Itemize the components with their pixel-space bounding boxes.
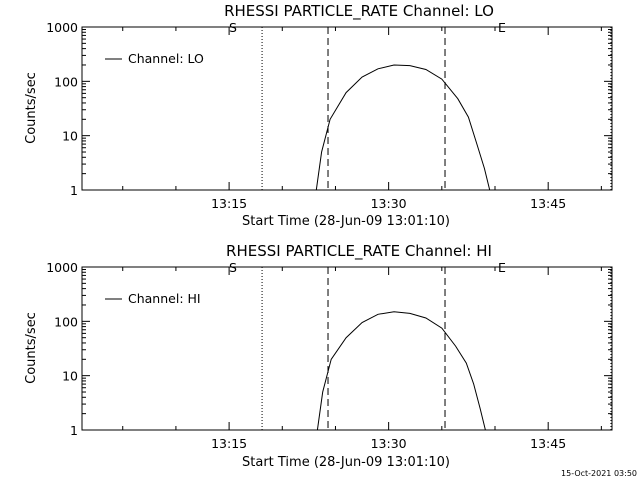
end-marker-label-lo: E	[498, 20, 506, 35]
plot-frame-hi	[81, 266, 613, 431]
footer-timestamp: 15-Oct-2021 03:50	[561, 469, 637, 478]
end-marker-label-hi: E	[498, 260, 506, 275]
series-line-hi	[316, 311, 486, 431]
y-tick-label: 1	[70, 183, 78, 198]
xlabel-lo: Start Time (28-Jun-09 13:01:10)	[242, 214, 450, 229]
title-lo: RHESSI PARTICLE_RATE Channel: LO	[224, 2, 494, 21]
xlabel-hi: Start Time (28-Jun-09 13:01:10)	[242, 455, 450, 470]
x-tick-label: 13:45	[530, 196, 566, 211]
y-tick-label: 1	[70, 423, 78, 438]
y-tick-label: 1000	[46, 260, 78, 275]
panel-lo: RHESSI PARTICLE_RATE Channel: LO Counts/…	[24, 2, 613, 229]
ylabel-lo: Counts/sec	[24, 72, 39, 144]
plot-frame-lo	[81, 26, 613, 191]
legend-label-lo: Channel: LO	[128, 51, 204, 66]
y-tick-label: 100	[54, 74, 78, 89]
x-tick-label: 13:15	[211, 436, 247, 451]
y-tick-label: 10	[62, 369, 78, 384]
ylabel-hi: Counts/sec	[24, 312, 39, 384]
x-tick-label: 13:30	[371, 196, 407, 211]
series-line-lo	[315, 64, 491, 191]
start-marker-label-lo: S	[229, 20, 237, 35]
panel-hi: RHESSI PARTICLE_RATE Channel: HI Counts/…	[24, 242, 613, 470]
x-tick-label: 13:15	[211, 196, 247, 211]
x-tick-label: 13:30	[371, 436, 407, 451]
y-tick-label: 10	[62, 129, 78, 144]
title-hi: RHESSI PARTICLE_RATE Channel: HI	[226, 242, 492, 261]
legend-label-hi: Channel: HI	[128, 291, 201, 306]
x-tick-label: 13:45	[530, 436, 566, 451]
start-marker-label-hi: S	[229, 260, 237, 275]
y-tick-label: 1000	[46, 20, 78, 35]
y-tick-label: 100	[54, 314, 78, 329]
